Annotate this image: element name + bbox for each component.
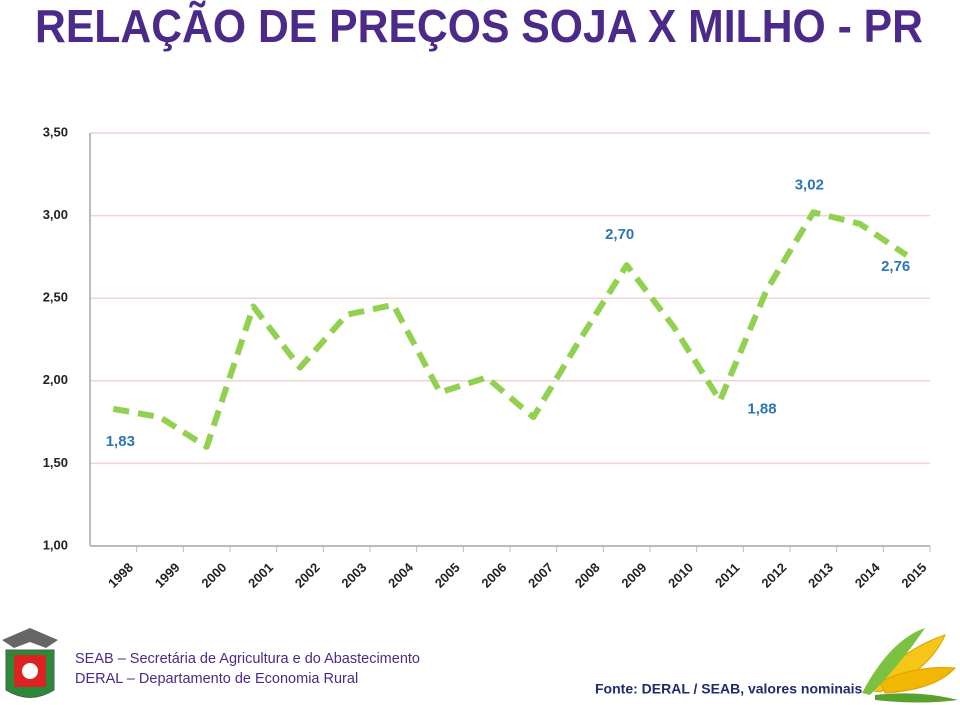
x-tick-label: 2002 (292, 560, 323, 591)
logo (2, 628, 58, 698)
x-tick-label: 2007 (525, 560, 556, 591)
x-tick-label: 2013 (805, 560, 836, 591)
x-tick-label: 2015 (898, 560, 929, 591)
y-tick-label: 2,50 (43, 290, 68, 305)
data-label: 2,76 (881, 258, 910, 275)
x-tick-label: 2010 (665, 560, 696, 591)
y-tick-label: 2,00 (43, 372, 68, 387)
x-tick-label: 2014 (852, 559, 884, 591)
y-tick-label: 1,00 (43, 537, 68, 552)
x-tick-label: 2009 (618, 560, 649, 591)
footer-line: SEAB – Secretária de Agricultura e do Ab… (75, 651, 420, 667)
y-tick-label: 3,00 (43, 207, 68, 222)
y-tick-label: 3,50 (43, 124, 68, 139)
x-tick-label: 2004 (385, 559, 417, 591)
corn-illustration (862, 628, 958, 703)
x-tick-label: 2006 (478, 560, 509, 591)
x-tick-label: 1998 (105, 560, 136, 591)
x-tick-label: 2001 (245, 560, 276, 591)
x-tick-label: 1999 (152, 560, 183, 591)
x-tick-label: 2012 (758, 560, 789, 591)
x-tick-label: 2008 (572, 560, 603, 591)
source-note: Fonte: DERAL / SEAB, valores nominais (595, 681, 863, 697)
x-tick-label: 2003 (338, 560, 369, 591)
footer-line: DERAL – Departamento de Economia Rural (75, 671, 358, 687)
data-label: 1,88 (747, 401, 776, 418)
x-tick-label: 2000 (198, 560, 229, 591)
y-tick-label: 1,50 (43, 455, 68, 470)
data-label: 2,70 (605, 226, 634, 243)
data-label: 1,83 (106, 433, 135, 450)
data-label: 3,02 (795, 176, 824, 193)
x-tick-label: 2005 (432, 560, 463, 591)
data-line (112, 209, 909, 450)
x-tick-label: 2011 (712, 560, 743, 591)
chart-title: RELAÇÃO DE PREÇOS SOJA X MILHO - PR (35, 0, 923, 52)
